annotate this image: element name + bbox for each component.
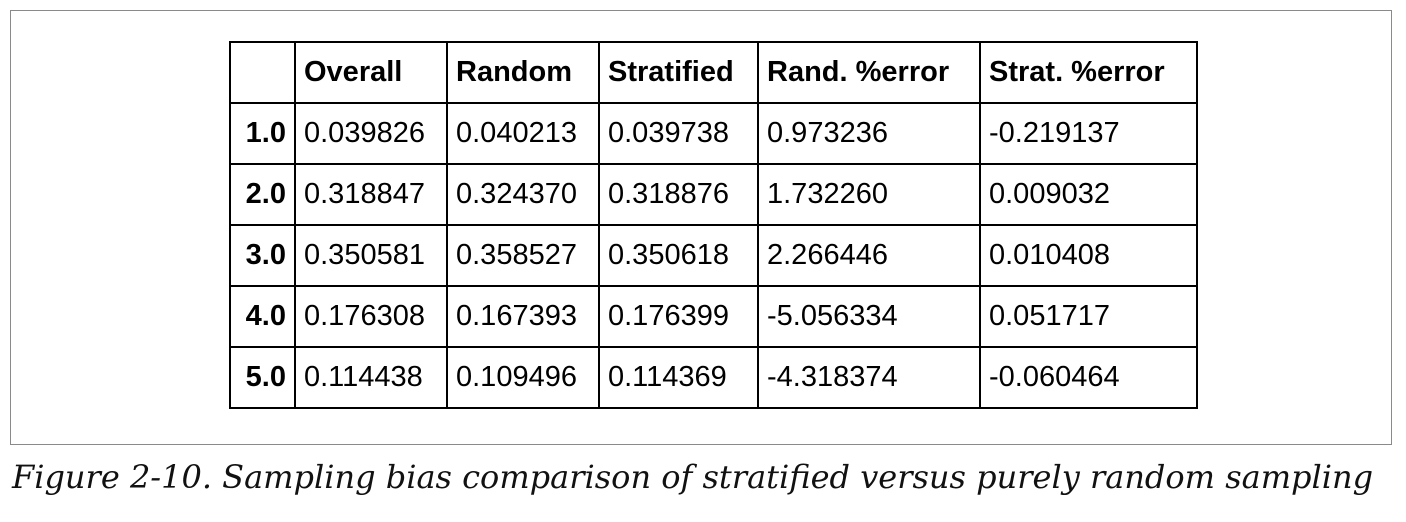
table-cell: 0.318876 <box>598 163 759 226</box>
table-cell: 0.051717 <box>979 285 1198 348</box>
table-cell: -0.219137 <box>979 102 1198 165</box>
table-cell: 0.973236 <box>757 102 981 165</box>
figure-frame: Overall Random Stratified Rand. %error S… <box>10 10 1392 445</box>
column-header-index <box>229 41 296 104</box>
table-cell: 0.114438 <box>294 346 448 409</box>
table-header-row: Overall Random Stratified Rand. %error S… <box>229 41 1198 104</box>
table-row: 2.0 0.318847 0.324370 0.318876 1.732260 … <box>229 163 1198 226</box>
table-cell: 0.318847 <box>294 163 448 226</box>
row-index: 4.0 <box>229 285 296 348</box>
table-cell: 0.039738 <box>598 102 759 165</box>
table-cell: 0.109496 <box>446 346 600 409</box>
table-cell: -5.056334 <box>757 285 981 348</box>
table-cell: 0.176399 <box>598 285 759 348</box>
data-table: Overall Random Stratified Rand. %error S… <box>229 41 1198 409</box>
table-cell: 0.010408 <box>979 224 1198 287</box>
row-index: 5.0 <box>229 346 296 409</box>
column-header-stratified: Stratified <box>598 41 759 104</box>
column-header-overall: Overall <box>294 41 448 104</box>
row-index: 3.0 <box>229 224 296 287</box>
table-row: 1.0 0.039826 0.040213 0.039738 0.973236 … <box>229 102 1198 165</box>
table-cell: 0.167393 <box>446 285 600 348</box>
figure-caption: Figure 2-10. Sampling bias comparison of… <box>12 458 1374 496</box>
table-cell: -4.318374 <box>757 346 981 409</box>
table-cell: -0.060464 <box>979 346 1198 409</box>
table-cell: 0.114369 <box>598 346 759 409</box>
row-index: 1.0 <box>229 102 296 165</box>
table-row: 3.0 0.350581 0.358527 0.350618 2.266446 … <box>229 224 1198 287</box>
table-cell: 2.266446 <box>757 224 981 287</box>
row-index: 2.0 <box>229 163 296 226</box>
table-cell: 1.732260 <box>757 163 981 226</box>
table-cell: 0.039826 <box>294 102 448 165</box>
table-cell: 0.324370 <box>446 163 600 226</box>
table-cell: 0.040213 <box>446 102 600 165</box>
table-cell: 0.009032 <box>979 163 1198 226</box>
table-cell: 0.176308 <box>294 285 448 348</box>
table-cell: 0.350581 <box>294 224 448 287</box>
column-header-strat-error: Strat. %error <box>979 41 1198 104</box>
table-cell: 0.358527 <box>446 224 600 287</box>
table-cell: 0.350618 <box>598 224 759 287</box>
table-row: 4.0 0.176308 0.167393 0.176399 -5.056334… <box>229 285 1198 348</box>
column-header-rand-error: Rand. %error <box>757 41 981 104</box>
column-header-random: Random <box>446 41 600 104</box>
table-row: 5.0 0.114438 0.109496 0.114369 -4.318374… <box>229 346 1198 409</box>
